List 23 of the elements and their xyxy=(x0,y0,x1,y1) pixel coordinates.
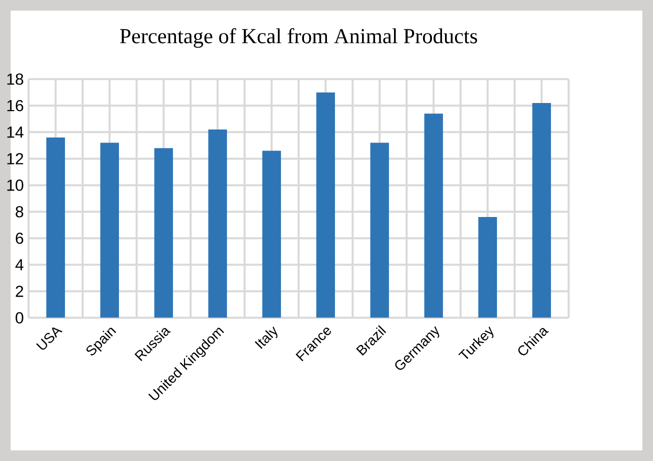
bar xyxy=(46,137,65,318)
x-tick-label: USA xyxy=(36,327,63,350)
y-tick-label: 2 xyxy=(16,286,24,297)
y-tick-label: 10 xyxy=(7,180,24,191)
bar xyxy=(532,103,551,318)
y-tick-label: 8 xyxy=(16,206,24,218)
y-tick-label: 4 xyxy=(15,259,24,270)
bar xyxy=(100,142,119,318)
bar xyxy=(478,217,497,318)
bar xyxy=(154,148,173,318)
y-tick-label: 0 xyxy=(16,312,24,324)
y-tick-label: 14 xyxy=(7,126,24,138)
bar xyxy=(370,142,389,318)
bar xyxy=(316,92,335,318)
bar xyxy=(208,130,227,318)
y-tick-label: 16 xyxy=(7,100,24,112)
chart-title: Percentage of Kcal from Animal Products xyxy=(120,28,478,48)
y-tick-label: 18 xyxy=(7,73,24,85)
y-tick-label: 6 xyxy=(16,232,24,244)
bar xyxy=(424,114,443,318)
y-tick-label: 12 xyxy=(7,153,24,164)
x-tick-label: Italy xyxy=(254,326,278,349)
bar xyxy=(262,150,281,318)
